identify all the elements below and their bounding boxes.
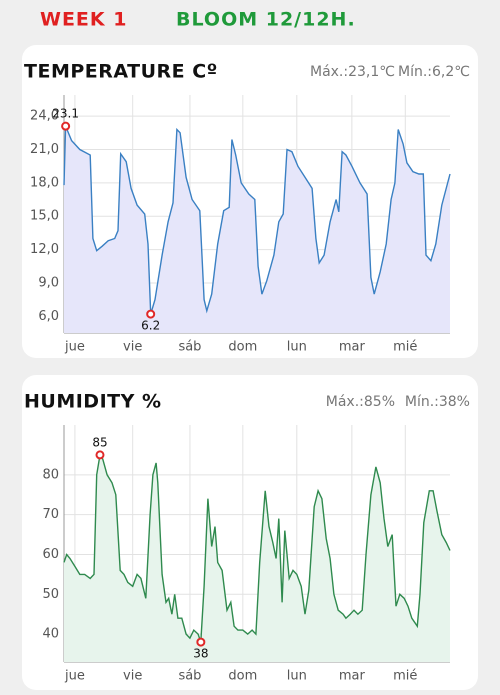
y-tick-label: 80 [42,467,59,482]
x-tick-label: sáb [178,340,201,355]
data-label: 38 [193,647,208,661]
data-label: 23.1 [52,107,79,121]
y-tick-label: 40 [42,627,59,642]
area [64,126,450,333]
x-tick-label: mié [393,669,417,684]
area [64,454,450,662]
extreme-marker [61,121,71,131]
extreme-marker [95,450,105,460]
extreme-marker [196,637,206,647]
x-tick-label: dom [228,340,257,355]
y-tick-label: 12,0 [30,242,59,257]
x-tick-label: vie [123,340,142,355]
chart-title: TEMPERATURE Cº [24,61,218,83]
y-tick-label: 9,0 [38,275,59,290]
y-tick-label: 21,0 [30,142,59,157]
data-label: 85 [92,435,107,449]
x-tick-label: jue [64,669,85,684]
y-tick-label: 60 [42,547,59,562]
x-tick-label: mar [339,669,366,684]
y-tick-label: 24,0 [30,109,59,124]
stat-label: Máx.:85% [326,394,395,410]
chart-title: HUMIDITY % [24,391,162,413]
y-tick-label: 70 [42,507,59,522]
x-tick-label: dom [228,669,257,684]
line [63,125,451,315]
x-tick-label: mar [339,340,366,355]
line [63,453,451,643]
extreme-marker [146,309,156,319]
y-tick-label: 15,0 [30,209,59,224]
week-label: WEEK 1 [40,9,127,31]
stat-label: Máx.:23,1℃ [310,64,395,80]
stat-label: Mín.:38% [405,394,470,410]
x-tick-label: mié [393,340,417,355]
y-tick-label: 50 [42,587,59,602]
x-tick-label: lun [287,340,307,355]
x-tick-label: sáb [178,669,201,684]
x-tick-label: jue [64,340,85,355]
data-label: 6.2 [141,319,160,333]
x-tick-label: lun [287,669,307,684]
y-tick-label: 18,0 [30,175,59,190]
x-tick-label: vie [123,669,142,684]
y-tick-label: 6,0 [38,309,59,324]
stat-label: Mín.:6,2℃ [398,64,470,80]
bloom-label: BLOOM 12/12H. [176,9,356,31]
